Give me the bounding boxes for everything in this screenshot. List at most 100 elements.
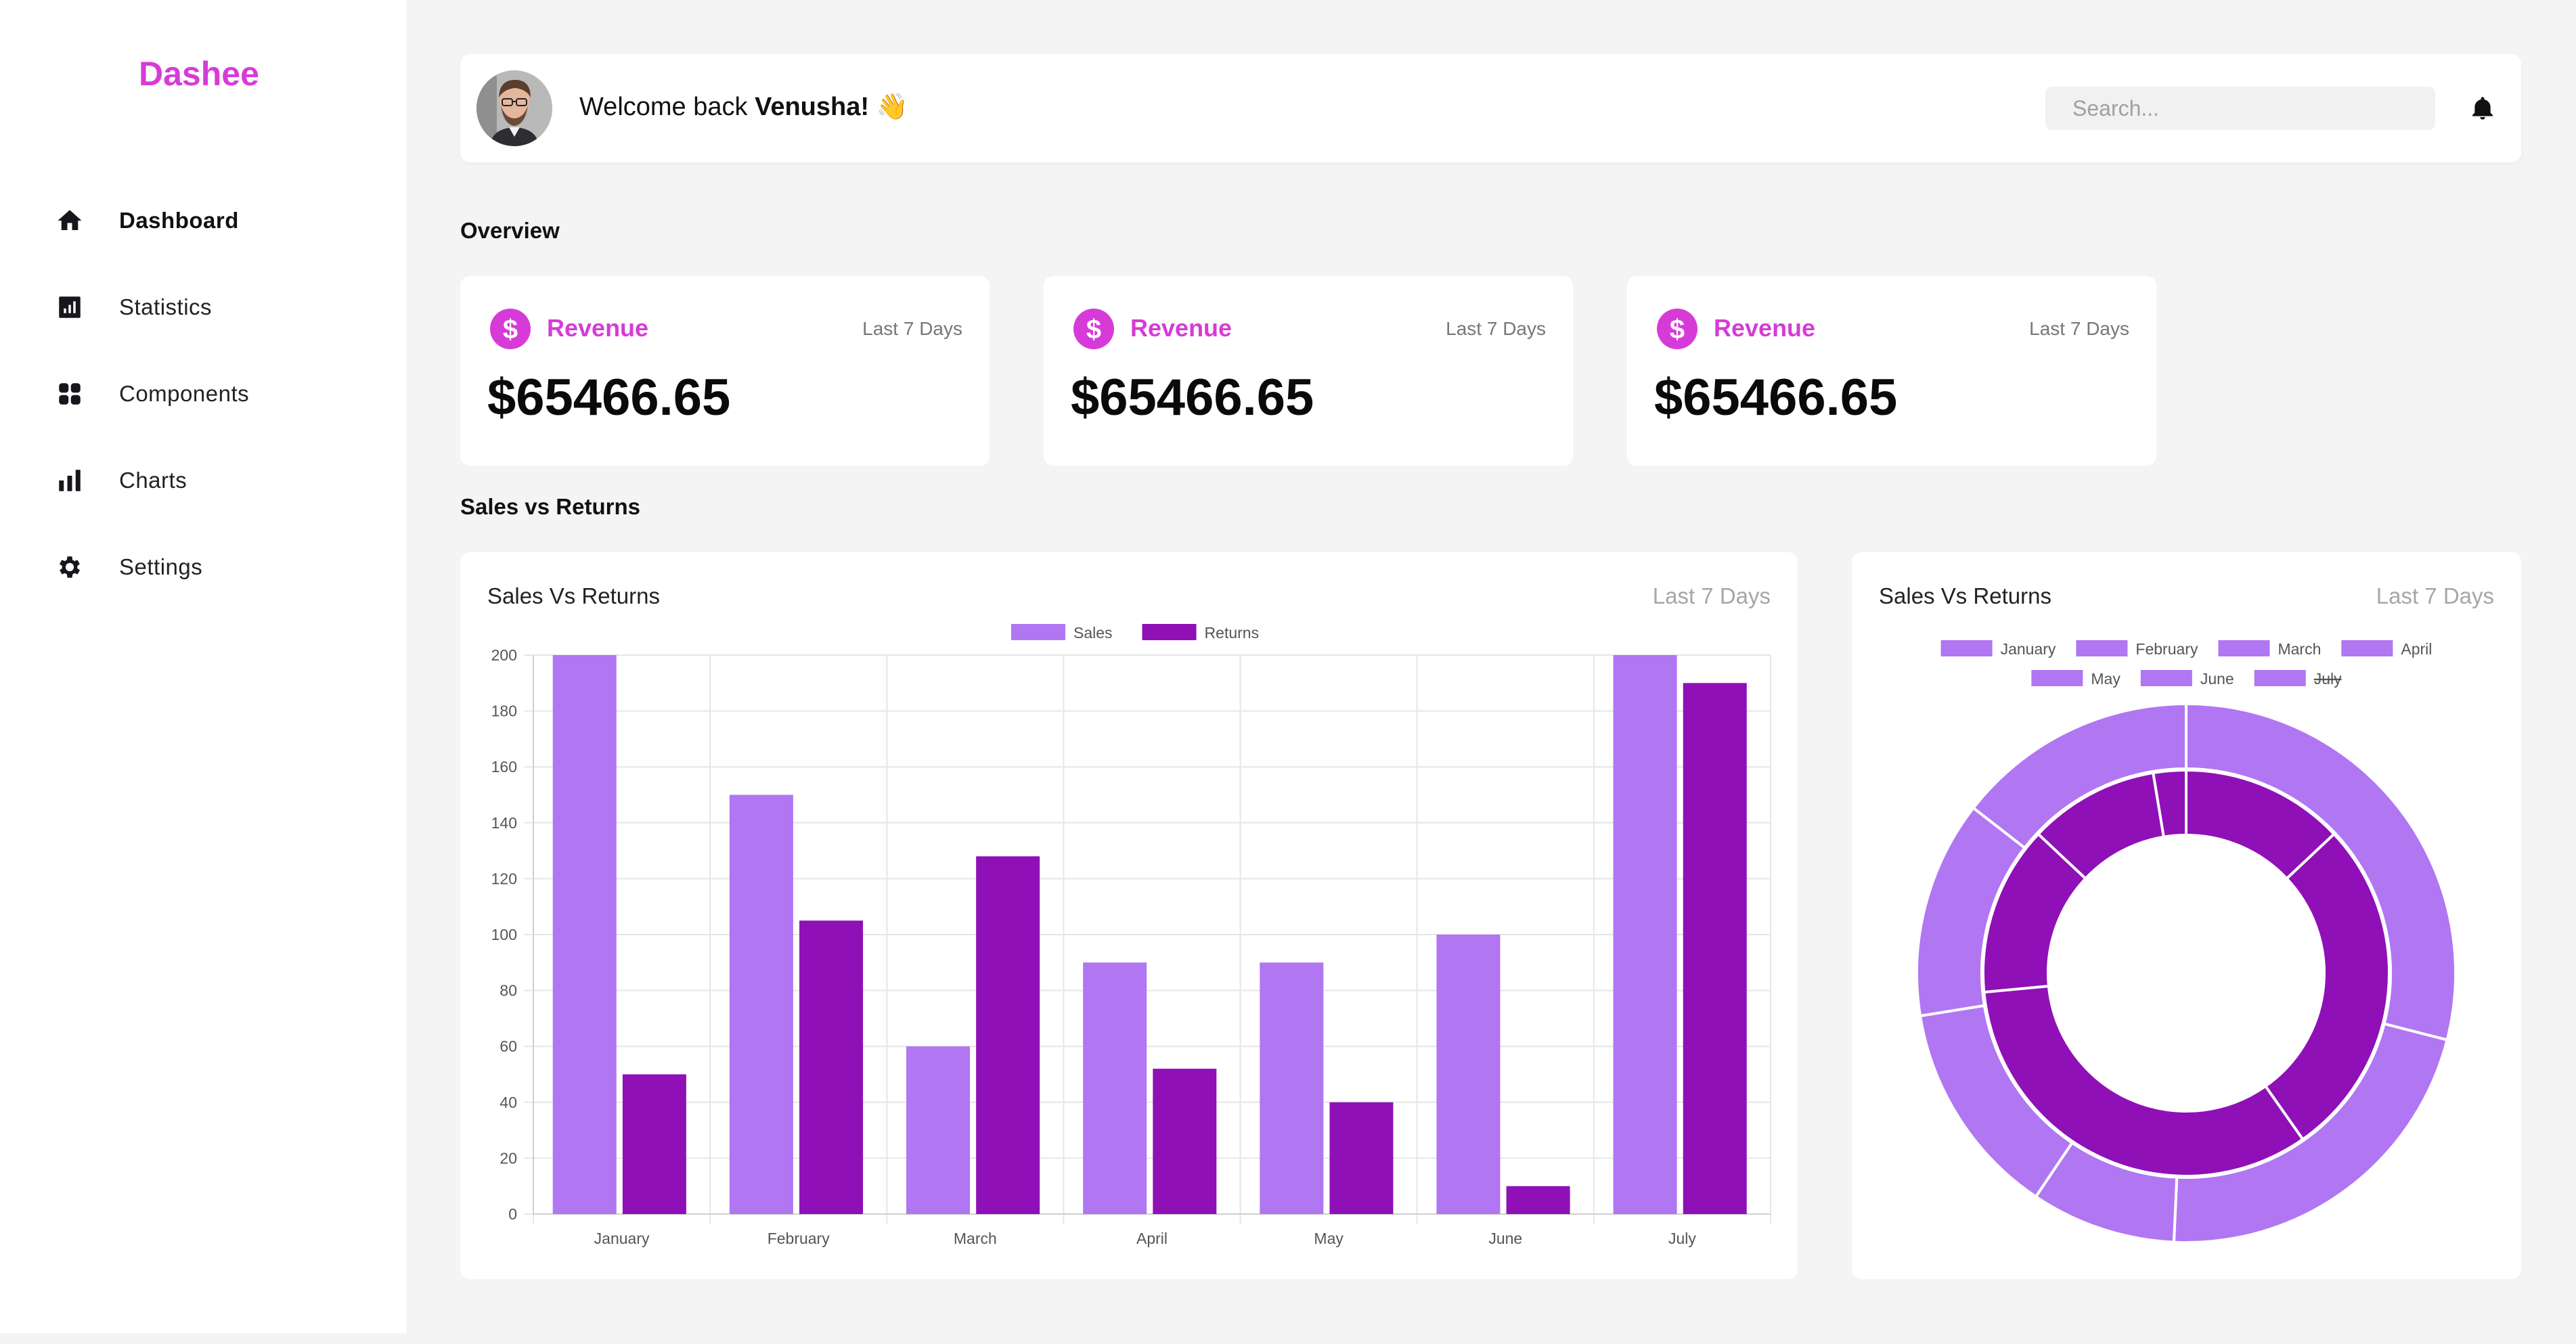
x-tick-label: January: [594, 1230, 650, 1247]
legend-label[interactable]: May: [2091, 670, 2120, 688]
x-tick-label: June: [1488, 1230, 1522, 1247]
stat-period: Last 7 Days: [862, 318, 962, 339]
app-logo[interactable]: Dashee: [139, 55, 259, 93]
svg-text:$: $: [1086, 315, 1101, 344]
sidebar-item-label: Dashboard: [119, 208, 239, 233]
search-input[interactable]: [2045, 87, 2435, 130]
dollar-icon: $: [490, 309, 531, 349]
sales-section-title: Sales vs Returns: [460, 494, 640, 519]
bar-returns[interactable]: [1153, 1069, 1217, 1214]
welcome-message: Welcome back Venusha! 👋: [579, 92, 908, 122]
bar-chart-icon: [54, 465, 85, 496]
wave-emoji: 👋: [876, 93, 908, 121]
legend-label[interactable]: Returns: [1205, 624, 1260, 642]
sidebar-item-label: Settings: [119, 554, 203, 579]
legend-swatch[interactable]: [2341, 640, 2393, 656]
y-tick-label: 80: [499, 982, 517, 1000]
legend-label[interactable]: June: [2200, 670, 2234, 688]
legend-swatch[interactable]: [2140, 670, 2192, 686]
gear-icon: [54, 552, 85, 583]
chart-period: Last 7 Days: [2376, 583, 2494, 608]
welcome-prefix: Welcome back: [579, 93, 748, 121]
legend-swatch[interactable]: [2076, 640, 2128, 656]
legend-label[interactable]: April: [2401, 640, 2432, 658]
dollar-icon: $: [1657, 309, 1697, 349]
bar-chart-card: Sales Returns 0 20 40 60 80 100 120 140 160 180 200 J…: [460, 552, 1798, 1279]
legend-swatch[interactable]: [2218, 640, 2270, 656]
stat-period: Last 7 Days: [2029, 318, 2129, 339]
stat-value: $65466.65: [1654, 369, 1898, 426]
stat-period: Last 7 Days: [1446, 318, 1546, 339]
legend-swatch[interactable]: [2254, 670, 2306, 686]
y-tick-label: 200: [491, 646, 517, 664]
bar-returns[interactable]: [622, 1074, 686, 1215]
stat-value: $65466.65: [487, 369, 731, 426]
sidebar-item-charts[interactable]: Charts: [54, 437, 249, 524]
bar-returns[interactable]: [799, 920, 864, 1214]
chart-legend: January February March April May June July: [1940, 640, 2432, 688]
bar-returns[interactable]: [976, 856, 1040, 1214]
bar-sales[interactable]: [1083, 962, 1147, 1214]
x-tick-label: May: [1314, 1230, 1343, 1247]
chart-title: Sales Vs Returns: [487, 583, 660, 608]
sidebar-nav: Dashboard Statistics Components Charts S…: [54, 177, 249, 610]
revenue-card[interactable]: $ Revenue Last 7 Days $65466.65: [1627, 276, 2156, 466]
y-tick-label: 120: [491, 870, 517, 887]
overview-title: Overview: [460, 218, 560, 243]
chart-period: Last 7 Days: [1652, 583, 1771, 608]
x-tick-label: July: [1668, 1230, 1696, 1247]
user-name: Venusha!: [755, 93, 870, 121]
bar-chart: Sales Returns 0 20 40 60 80 100 120 140 160 180 200 J…: [491, 624, 1771, 1247]
legend-label[interactable]: January: [2001, 640, 2056, 658]
svg-text:$: $: [503, 315, 518, 344]
revenue-card[interactable]: $ Revenue Last 7 Days $65466.65: [1044, 276, 1573, 466]
legend-swatch[interactable]: [1940, 640, 1993, 656]
bar-sales[interactable]: [552, 655, 617, 1214]
sidebar-item-label: Charts: [119, 468, 187, 493]
notification-bell-icon[interactable]: [2464, 89, 2502, 127]
sidebar-item-label: Statistics: [119, 294, 213, 319]
bar-sales[interactable]: [1613, 655, 1677, 1214]
bar-sales[interactable]: [1260, 962, 1324, 1214]
x-tick-label: March: [954, 1230, 997, 1247]
doughnut-slice-february[interactable]: [2263, 832, 2391, 1142]
legend-label[interactable]: March: [2278, 640, 2321, 658]
avatar[interactable]: [476, 70, 552, 146]
legend-swatch[interactable]: [2031, 670, 2083, 686]
home-icon: [54, 205, 85, 236]
stat-title: Revenue: [547, 314, 649, 342]
bar-sales[interactable]: [1436, 935, 1501, 1214]
bar-returns[interactable]: [1683, 683, 1747, 1214]
legend-label[interactable]: July: [2314, 670, 2342, 688]
sidebar-item-statistics[interactable]: Statistics: [54, 264, 249, 351]
revenue-card[interactable]: $ Revenue Last 7 Days $65466.65: [460, 276, 990, 466]
bar-returns[interactable]: [1329, 1102, 1394, 1214]
statistics-icon: [54, 292, 85, 323]
y-tick-label: 160: [491, 758, 517, 776]
y-tick-label: 0: [508, 1205, 517, 1223]
stat-value: $65466.65: [1071, 369, 1314, 426]
bar-sales[interactable]: [729, 794, 793, 1215]
sidebar-item-dashboard[interactable]: Dashboard: [54, 177, 249, 264]
sidebar-item-settings[interactable]: Settings: [54, 524, 249, 610]
legend-label[interactable]: Sales: [1073, 624, 1113, 642]
x-tick-label: April: [1136, 1230, 1168, 1247]
components-icon: [54, 378, 85, 409]
y-tick-label: 100: [491, 926, 517, 943]
doughnut-slice-march[interactable]: [1982, 984, 2305, 1178]
legend-swatch[interactable]: [1142, 624, 1197, 640]
sidebar: Dashee Dashboard Statistics Components C…: [0, 0, 406, 1333]
legend-swatch[interactable]: [1011, 624, 1065, 640]
doughnut-slice-june[interactable]: [2151, 768, 2188, 839]
bar-sales[interactable]: [906, 1046, 971, 1214]
sidebar-item-components[interactable]: Components: [54, 351, 249, 437]
svg-text:$: $: [1670, 315, 1685, 344]
x-tick-label: February: [768, 1230, 830, 1247]
sidebar-item-label: Components: [119, 381, 250, 406]
y-tick-label: 20: [499, 1149, 517, 1167]
legend-label[interactable]: February: [2135, 640, 2198, 658]
stat-title: Revenue: [1130, 314, 1233, 342]
avatar-image: [476, 70, 552, 146]
bar-returns[interactable]: [1506, 1186, 1570, 1214]
gridlines: [524, 654, 1771, 1224]
